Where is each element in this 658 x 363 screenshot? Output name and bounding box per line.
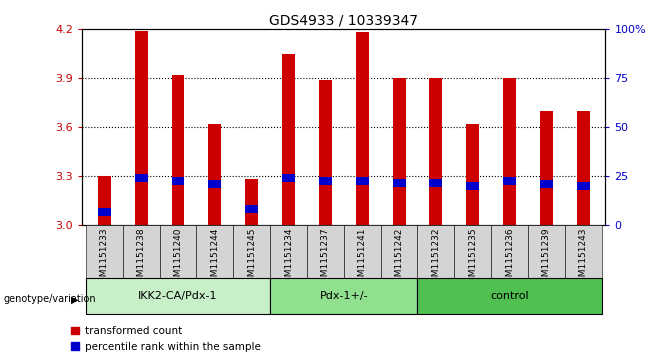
Bar	[577, 182, 590, 190]
Bar	[282, 174, 295, 182]
Bar	[160, 225, 197, 278]
Text: GSM1151238: GSM1151238	[137, 228, 145, 288]
Bar	[98, 176, 111, 225]
Bar	[417, 278, 601, 314]
Text: GSM1151236: GSM1151236	[505, 228, 514, 288]
Bar	[393, 78, 405, 225]
Bar	[503, 177, 516, 185]
Bar	[307, 225, 343, 278]
Bar	[98, 208, 111, 216]
Text: IKK2-CA/Pdx-1: IKK2-CA/Pdx-1	[138, 291, 218, 301]
Bar	[430, 78, 442, 225]
Bar	[356, 177, 368, 185]
Bar	[491, 225, 528, 278]
Text: GSM1151239: GSM1151239	[542, 228, 551, 288]
Text: GSM1151244: GSM1151244	[211, 228, 219, 288]
Text: GSM1151240: GSM1151240	[174, 228, 182, 288]
Bar	[135, 30, 147, 225]
Bar	[430, 179, 442, 187]
Bar	[540, 180, 553, 188]
Title: GDS4933 / 10339347: GDS4933 / 10339347	[269, 14, 418, 28]
Text: GSM1151232: GSM1151232	[432, 228, 440, 288]
Bar	[577, 111, 590, 225]
Bar	[540, 111, 553, 225]
Bar	[528, 225, 565, 278]
Bar	[270, 278, 417, 314]
Text: GSM1151233: GSM1151233	[100, 228, 109, 288]
Text: control: control	[490, 291, 529, 301]
Text: GSM1151242: GSM1151242	[395, 228, 403, 288]
Bar	[209, 180, 221, 188]
Bar	[467, 182, 479, 190]
Bar	[86, 278, 270, 314]
Text: ▶: ▶	[71, 294, 78, 305]
Text: GSM1151235: GSM1151235	[468, 228, 477, 288]
Bar	[380, 225, 417, 278]
Text: GSM1151243: GSM1151243	[579, 228, 588, 288]
Legend: transformed count, percentile rank within the sample: transformed count, percentile rank withi…	[71, 326, 261, 352]
Bar	[319, 177, 332, 185]
Text: GSM1151234: GSM1151234	[284, 228, 293, 288]
Bar	[245, 205, 258, 213]
Bar	[135, 174, 147, 182]
Bar	[234, 225, 270, 278]
Bar	[172, 75, 184, 225]
Bar	[454, 225, 491, 278]
Bar	[356, 32, 368, 225]
Bar	[86, 225, 123, 278]
Bar	[393, 179, 405, 187]
Bar	[282, 54, 295, 225]
Bar	[197, 225, 234, 278]
Bar	[565, 225, 601, 278]
Bar	[417, 225, 454, 278]
Text: GSM1151237: GSM1151237	[321, 228, 330, 288]
Bar	[172, 177, 184, 185]
Bar	[270, 225, 307, 278]
Bar	[123, 225, 160, 278]
Text: GSM1151241: GSM1151241	[358, 228, 367, 288]
Bar	[209, 124, 221, 225]
Bar	[319, 79, 332, 225]
Text: GSM1151245: GSM1151245	[247, 228, 256, 288]
Bar	[343, 225, 380, 278]
Text: genotype/variation: genotype/variation	[3, 294, 96, 305]
Text: Pdx-1+/-: Pdx-1+/-	[320, 291, 368, 301]
Bar	[503, 78, 516, 225]
Bar	[467, 124, 479, 225]
Bar	[245, 179, 258, 225]
